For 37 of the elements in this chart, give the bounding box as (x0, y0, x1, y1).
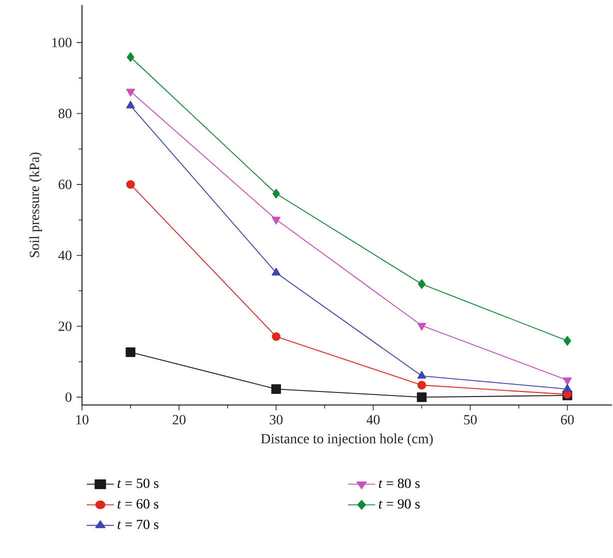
x-axis-title: Distance to injection hole (cm) (261, 434, 433, 446)
legend-label: t = 60 s (118, 499, 158, 509)
y-tick-label: 80 (58, 108, 72, 118)
legend-label: t = 70 s (118, 520, 158, 530)
y-tick-label: 0 (66, 392, 72, 402)
y-tick-label: 20 (58, 322, 72, 331)
point (272, 188, 280, 198)
point (416, 392, 427, 402)
x-tick-label: 60 (560, 415, 574, 424)
x-tick-label: 20 (172, 415, 186, 424)
point (126, 88, 135, 96)
y-tick-label: 40 (58, 250, 72, 260)
point (418, 279, 426, 289)
point (272, 268, 281, 276)
point (272, 216, 281, 225)
y-tick-label: 60 (58, 180, 72, 190)
y-tick-label: 100 (52, 38, 72, 48)
x-tick-label: 10 (76, 415, 88, 424)
point (417, 370, 426, 379)
point (126, 100, 135, 108)
x-tick-label: 40 (366, 415, 380, 424)
x-tick-label: 50 (464, 415, 477, 424)
point (126, 52, 134, 62)
legend-label: t = 50 s (118, 478, 158, 488)
point (562, 377, 572, 386)
y-axis-title: Soil pressure (kPa) (29, 152, 42, 258)
point (126, 180, 135, 189)
x-tick-label: 30 (270, 415, 283, 424)
legend-label: t = 90 s (378, 499, 420, 509)
point (126, 347, 136, 358)
point (417, 380, 426, 390)
point (271, 384, 281, 394)
point (417, 322, 426, 331)
point (564, 336, 572, 346)
point (272, 332, 280, 341)
point (562, 384, 572, 392)
legend-label: t = 80 s (378, 478, 420, 488)
